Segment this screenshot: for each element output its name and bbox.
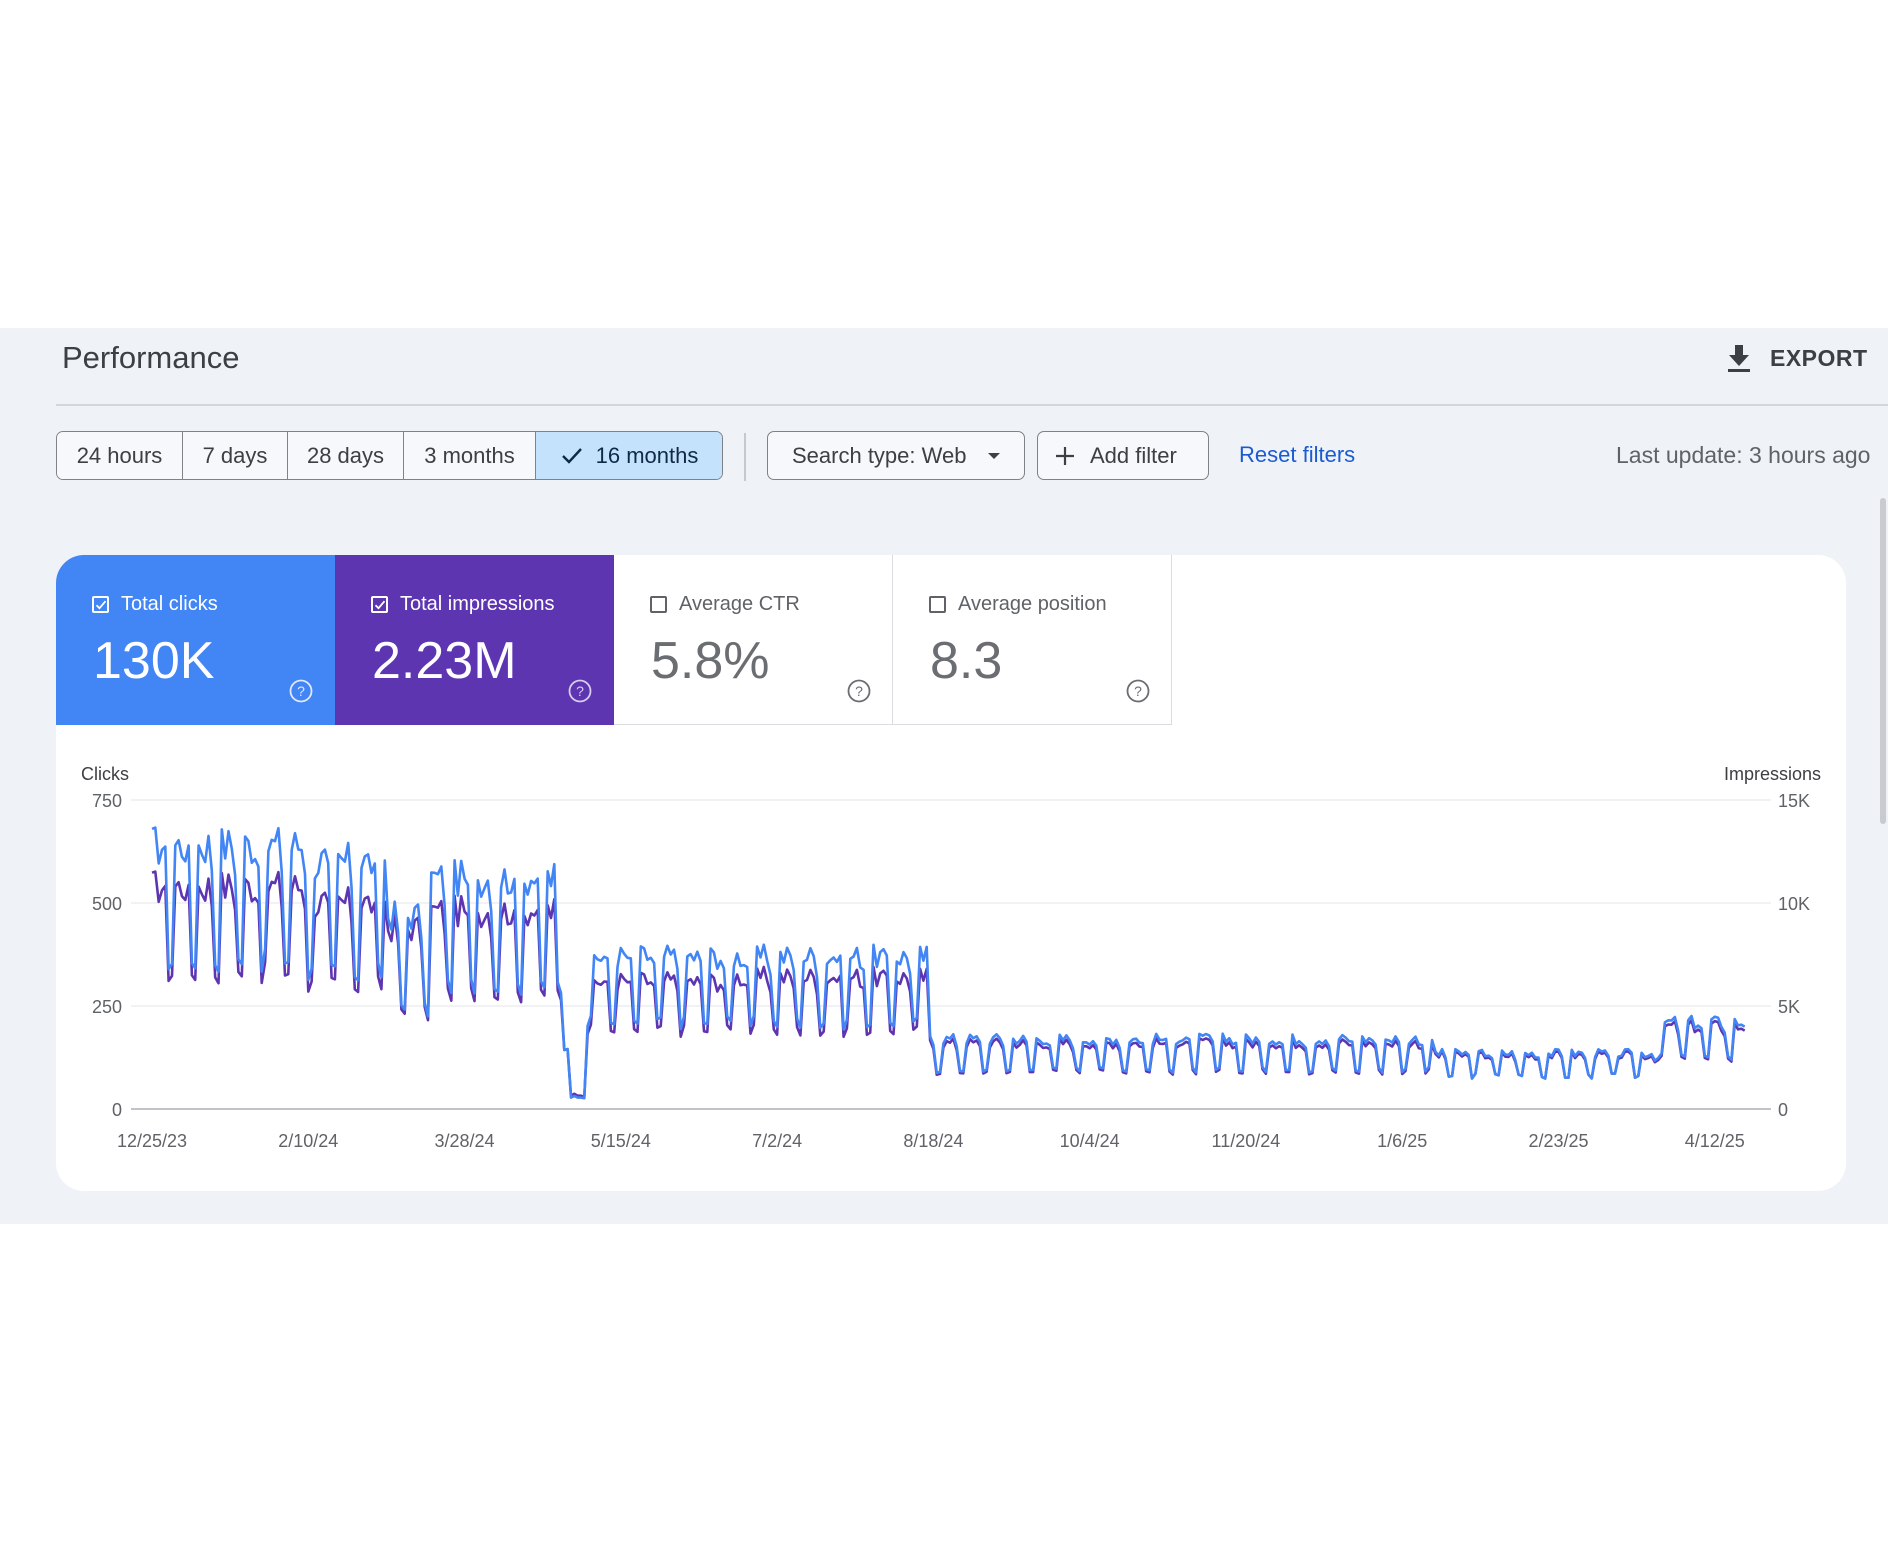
range-24-hours-button[interactable]: 24 hours: [57, 432, 183, 479]
metric-value: 5.8%: [651, 632, 770, 690]
metric-value: 130K: [93, 632, 215, 690]
metric-label-row: Average CTR: [650, 593, 800, 616]
add-filter-label: Add filter: [1090, 442, 1177, 468]
x-axis-tick-label: 10/4/24: [1060, 1131, 1120, 1151]
metric-label-row: Average position: [929, 593, 1107, 616]
left-axis-tick-label: 0: [112, 1100, 122, 1120]
range-16-months-button[interactable]: 16 months: [536, 432, 722, 479]
metric-value: 2.23M: [372, 632, 517, 690]
export-label: EXPORT: [1770, 344, 1868, 371]
metric-value: 8.3: [930, 632, 1003, 690]
metric-total-impressions[interactable]: Total impressions 2.23M ?: [335, 555, 614, 725]
help-icon[interactable]: ?: [847, 679, 871, 703]
help-icon[interactable]: ?: [1126, 679, 1150, 703]
impressions-series-line: [151, 870, 1746, 1098]
range-label: 7 days: [202, 442, 268, 468]
dropdown-arrow-icon: [988, 452, 1001, 459]
svg-text:?: ?: [576, 683, 584, 699]
x-axis-tick-label: 12/25/23: [117, 1131, 187, 1151]
scrollbar-thumb[interactable]: [1880, 498, 1886, 824]
search-type-dropdown[interactable]: Search type: Web: [767, 431, 1025, 480]
metric-average-position[interactable]: Average position 8.3 ?: [893, 555, 1172, 725]
help-icon[interactable]: ?: [289, 679, 313, 703]
left-axis-tick-label: 250: [92, 997, 122, 1017]
right-axis-tick-label: 5K: [1778, 997, 1800, 1017]
x-axis-tick-label: 4/12/25: [1685, 1131, 1745, 1151]
help-icon[interactable]: ?: [568, 679, 592, 703]
checkbox-checked-icon[interactable]: [371, 596, 388, 613]
header-divider: [56, 404, 1888, 406]
x-axis-tick-label: 8/18/24: [903, 1131, 963, 1151]
x-axis-tick-label: 2/23/25: [1528, 1131, 1588, 1151]
right-axis-tick-label: 0: [1778, 1100, 1788, 1120]
download-icon: [1728, 345, 1750, 372]
x-axis-tick-label: 3/28/24: [435, 1131, 495, 1151]
x-axis-tick-label: 1/6/25: [1377, 1131, 1427, 1151]
left-axis-tick-label: 750: [92, 791, 122, 811]
metric-average-ctr[interactable]: Average CTR 5.8% ?: [614, 555, 893, 725]
metric-label: Total clicks: [121, 593, 218, 615]
performance-chart[interactable]: Clicks Impressions 0 0 250 5K 500 10K 750 15K 12/2…: [56, 555, 1846, 1191]
checkbox-unchecked-icon[interactable]: [650, 596, 667, 613]
checkbox-checked-icon[interactable]: [92, 596, 109, 613]
metric-total-clicks[interactable]: Total clicks 130K ?: [56, 555, 335, 725]
range-28-days-button[interactable]: 28 days: [288, 432, 404, 479]
date-range-selector: 24 hours 7 days 28 days 3 months 16 mont…: [56, 431, 723, 480]
right-axis-tick-label: 10K: [1778, 894, 1810, 914]
range-label: 24 hours: [76, 442, 163, 468]
left-axis-title: Clicks: [81, 764, 129, 784]
performance-card: Total clicks 130K ? Total impressions 2.…: [56, 555, 1846, 1191]
reset-filters-link[interactable]: Reset filters: [1239, 442, 1356, 467]
svg-text:?: ?: [1134, 683, 1142, 699]
x-axis-tick-label: 7/2/24: [752, 1131, 802, 1151]
metric-label: Average CTR: [679, 593, 800, 615]
page-title: Performance: [62, 340, 240, 375]
range-label: 16 months: [595, 442, 699, 468]
metric-label-row: Total impressions: [371, 593, 555, 616]
svg-text:?: ?: [297, 683, 305, 699]
clicks-series-line: [151, 826, 1746, 1100]
range-label: 28 days: [306, 442, 385, 468]
x-axis-tick-label: 11/20/24: [1212, 1131, 1281, 1151]
range-3-months-button[interactable]: 3 months: [404, 432, 536, 479]
range-7-days-button[interactable]: 7 days: [183, 432, 288, 479]
export-button[interactable]: EXPORT: [1726, 338, 1868, 378]
range-label: 3 months: [424, 442, 515, 468]
search-type-label: Search type: Web: [792, 442, 967, 468]
checkmark-icon: [561, 447, 582, 464]
metric-label: Average position: [958, 593, 1107, 615]
right-axis-tick-label: 15K: [1778, 791, 1810, 811]
plus-icon: [1056, 446, 1074, 465]
x-axis-tick-label: 5/15/24: [591, 1131, 651, 1151]
toolbar-separator: [744, 433, 746, 481]
metric-label-row: Total clicks: [92, 593, 218, 616]
x-axis-tick-label: 2/10/24: [278, 1131, 338, 1151]
right-axis-title: Impressions: [1724, 764, 1821, 784]
last-update-text: Last update: 3 hours ago: [1616, 442, 1871, 468]
metric-label: Total impressions: [400, 593, 555, 615]
svg-text:?: ?: [855, 683, 863, 699]
left-axis-tick-label: 500: [92, 894, 122, 914]
checkbox-unchecked-icon[interactable]: [929, 596, 946, 613]
add-filter-button[interactable]: Add filter: [1037, 431, 1209, 480]
